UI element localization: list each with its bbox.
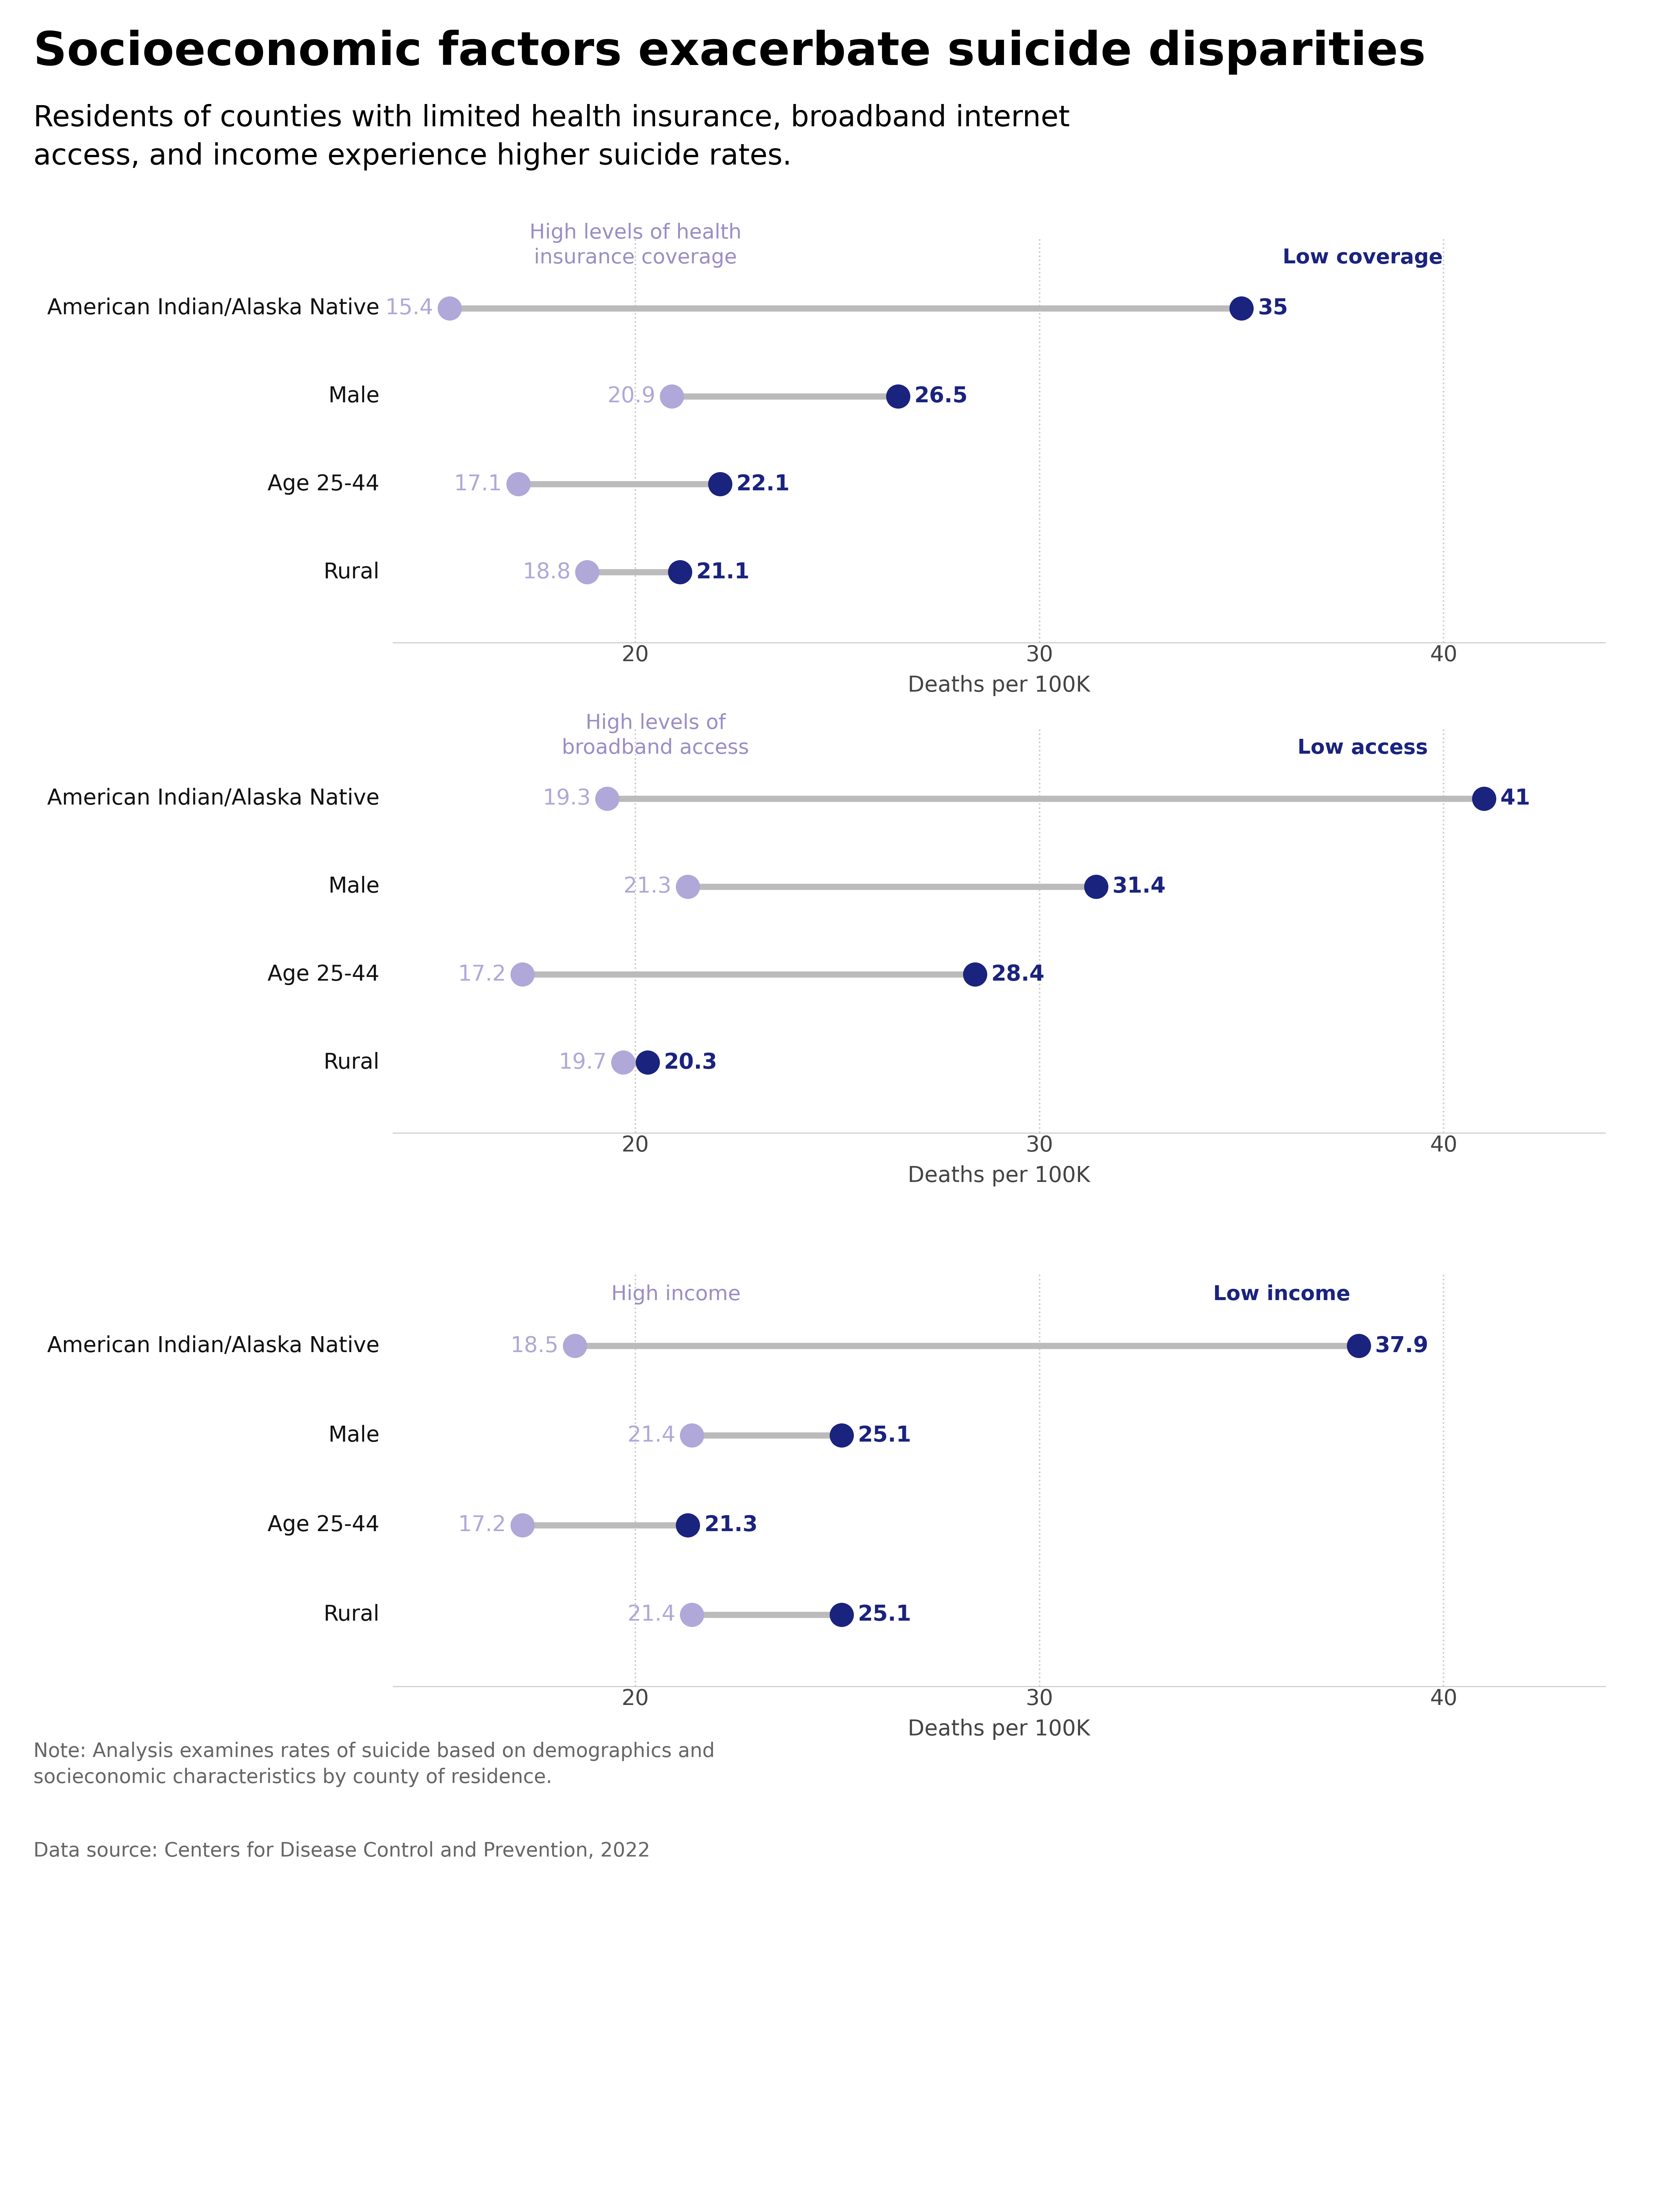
X-axis label: Deaths per 100K: Deaths per 100K	[908, 1719, 1090, 1741]
Point	[674, 869, 701, 905]
Text: 21.1: 21.1	[696, 562, 749, 582]
Text: Low income: Low income	[1214, 1285, 1351, 1305]
Text: High income: High income	[610, 1285, 741, 1305]
Text: Age 25-44: Age 25-44	[268, 964, 380, 984]
Text: Low access: Low access	[1297, 739, 1428, 759]
Text: 19.7: 19.7	[558, 1053, 607, 1073]
Point	[610, 1044, 637, 1079]
Text: Age 25-44: Age 25-44	[268, 1515, 380, 1535]
Point	[674, 1506, 701, 1542]
Point	[562, 1327, 589, 1363]
Point	[436, 290, 463, 325]
Text: 25.1: 25.1	[858, 1425, 911, 1447]
Text: 18.8: 18.8	[522, 562, 570, 582]
Point	[667, 555, 694, 591]
Text: American Indian/Alaska Native: American Indian/Alaska Native	[47, 1336, 380, 1356]
Text: 31.4: 31.4	[1112, 876, 1165, 898]
Text: Rural: Rural	[323, 1604, 380, 1626]
Text: 15.4: 15.4	[385, 299, 433, 319]
Text: 21.3: 21.3	[704, 1515, 757, 1535]
Text: 21.3: 21.3	[624, 876, 672, 898]
Text: 35: 35	[1257, 299, 1287, 319]
Text: 19.3: 19.3	[543, 787, 590, 810]
Text: Male: Male	[328, 1425, 380, 1447]
Text: 17.2: 17.2	[458, 1515, 507, 1535]
Text: Socioeconomic factors exacerbate suicide disparities: Socioeconomic factors exacerbate suicide…	[33, 29, 1426, 75]
Text: Rural: Rural	[323, 562, 380, 582]
Text: 22.1: 22.1	[736, 473, 789, 495]
Text: 26.5: 26.5	[915, 385, 968, 407]
Text: Data source: Centers for Disease Control and Prevention, 2022: Data source: Centers for Disease Control…	[33, 1840, 650, 1860]
Text: Rural: Rural	[323, 1053, 380, 1073]
Point	[508, 958, 535, 993]
Point	[884, 378, 911, 414]
Point	[573, 555, 600, 591]
Point	[659, 378, 686, 414]
Text: 28.4: 28.4	[991, 964, 1045, 984]
Point	[828, 1597, 854, 1632]
Text: 20.9: 20.9	[607, 385, 655, 407]
Point	[1083, 869, 1110, 905]
Text: Low coverage: Low coverage	[1282, 248, 1443, 268]
Point	[679, 1597, 706, 1632]
Point	[961, 958, 988, 993]
Point	[1227, 290, 1254, 325]
Text: 17.2: 17.2	[458, 964, 507, 984]
Text: High levels of
broadband access: High levels of broadband access	[562, 712, 749, 759]
Text: 21.4: 21.4	[627, 1604, 675, 1626]
Text: American Indian/Alaska Native: American Indian/Alaska Native	[47, 299, 380, 319]
Point	[594, 781, 620, 816]
Point	[828, 1418, 854, 1453]
Text: Residents of counties with limited health insurance, broadband internet
access, : Residents of counties with limited healt…	[33, 104, 1070, 170]
Text: 20.3: 20.3	[664, 1053, 717, 1073]
Text: High levels of health
insurance coverage: High levels of health insurance coverage	[530, 223, 741, 268]
Text: 21.4: 21.4	[627, 1425, 675, 1447]
Point	[1471, 781, 1498, 816]
Point	[1346, 1327, 1373, 1363]
Text: American Indian/Alaska Native: American Indian/Alaska Native	[47, 787, 380, 810]
Text: Male: Male	[328, 385, 380, 407]
Text: Age 25-44: Age 25-44	[268, 473, 380, 495]
Point	[634, 1044, 660, 1079]
Point	[679, 1418, 706, 1453]
Text: Note: Analysis examines rates of suicide based on demographics and
socieconomic : Note: Analysis examines rates of suicide…	[33, 1741, 714, 1787]
X-axis label: Deaths per 100K: Deaths per 100K	[908, 675, 1090, 697]
X-axis label: Deaths per 100K: Deaths per 100K	[908, 1166, 1090, 1186]
Point	[508, 1506, 535, 1542]
Text: 41: 41	[1500, 787, 1530, 810]
Text: 25.1: 25.1	[858, 1604, 911, 1626]
Point	[707, 467, 734, 502]
Text: 17.1: 17.1	[453, 473, 502, 495]
Point	[505, 467, 532, 502]
Text: Male: Male	[328, 876, 380, 898]
Text: 37.9: 37.9	[1374, 1336, 1428, 1356]
Text: 18.5: 18.5	[510, 1336, 558, 1356]
